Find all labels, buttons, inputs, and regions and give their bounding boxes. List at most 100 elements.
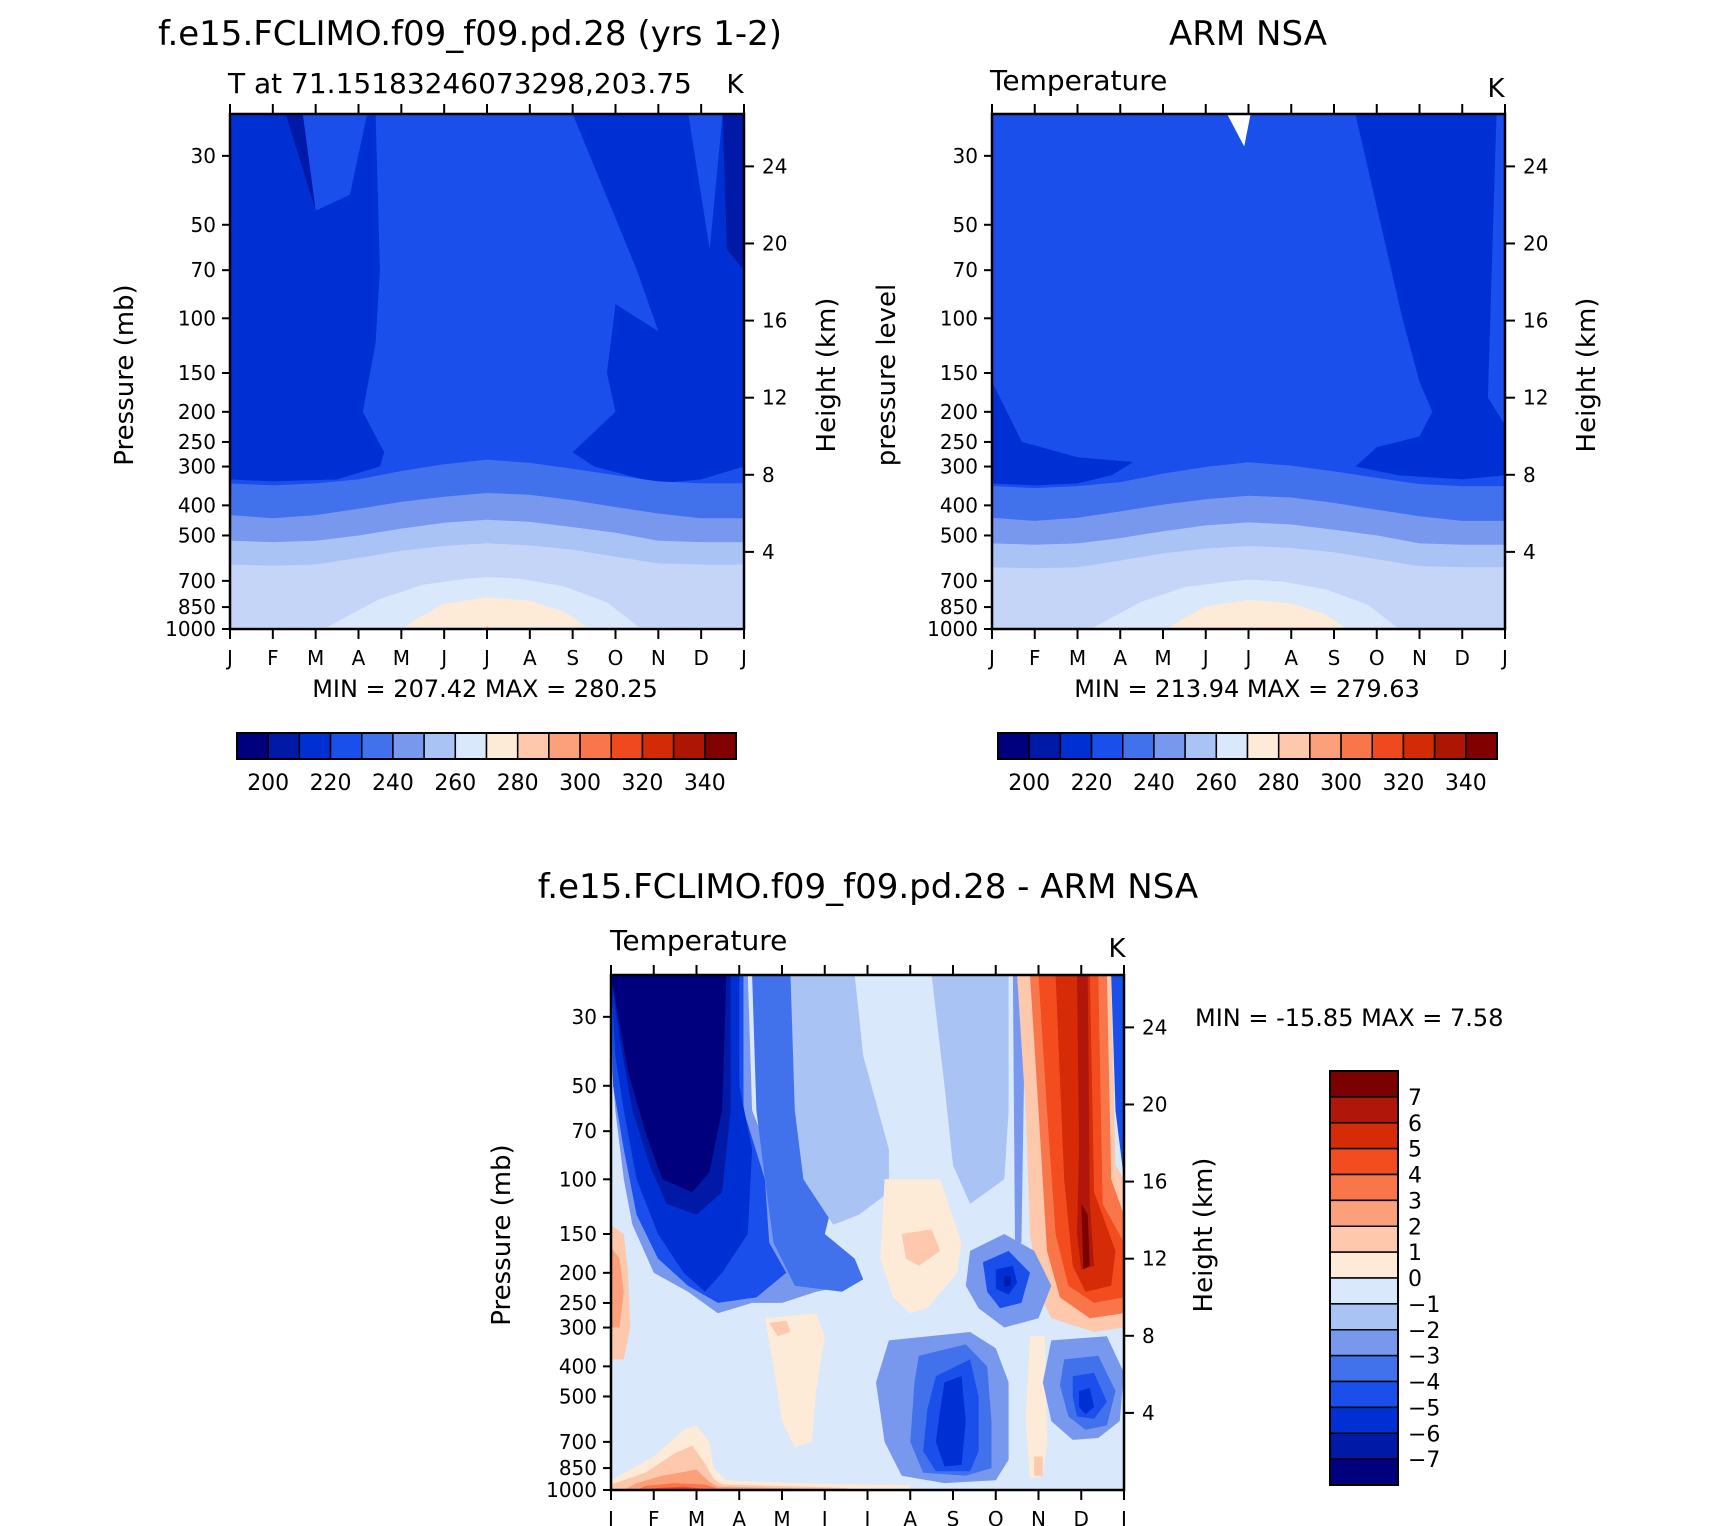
month-tick-label: J [606, 1507, 614, 1526]
diff-ylabel-right: Height (km) [1189, 1158, 1219, 1313]
colorbar-swatch [548, 732, 581, 760]
pressure-tick-label: 150 [940, 361, 978, 385]
height-tick-label: 8 [762, 463, 775, 487]
month-tick-label: J [439, 646, 447, 670]
height-tick-label: 24 [1142, 1015, 1167, 1039]
colorbar-swatch [1329, 1303, 1399, 1331]
colorbar-label: 340 [684, 771, 726, 796]
contour-fill-deep [1355, 114, 1505, 480]
colorbar-swatch [641, 732, 675, 760]
month-tick-label: O [988, 1507, 1004, 1526]
colorbar-swatch [1277, 732, 1311, 760]
pressure-tick-label: 150 [178, 361, 216, 385]
colorbar-swatch [1329, 1329, 1399, 1357]
month-tick-label: D [1074, 1507, 1089, 1526]
diff-title: f.e15.FCLIMO.f09_f09.pd.28 - ARM NSA [538, 867, 1198, 907]
colorbar-label: −1 [1408, 1293, 1440, 1318]
colorbar-swatch [1309, 732, 1342, 760]
pressure-tick-label: 70 [572, 1119, 597, 1143]
colorbar-swatch [329, 732, 363, 760]
colorbar-label: 260 [434, 771, 476, 796]
diff-fill-neg7 [611, 975, 727, 1193]
pressure-tick-label: 200 [178, 400, 216, 424]
height-tick-label: 4 [1523, 540, 1536, 564]
month-tick-label: N [651, 646, 666, 670]
month-tick-label: F [648, 1507, 660, 1526]
month-tick-label: O [608, 646, 624, 670]
colorbar-swatch [1215, 732, 1249, 760]
diff-fill-pos7 [1081, 1203, 1090, 1270]
obs-title: ARM NSA [1169, 14, 1327, 54]
month-tick-label: M [1069, 646, 1086, 670]
pressure-tick-label: 70 [191, 258, 216, 282]
month-tick-label: D [693, 646, 708, 670]
colorbar-label: 200 [247, 771, 289, 796]
model-subtitle: T at 71.15183246073298,203.75 [227, 67, 692, 100]
contour-band [992, 599, 1505, 629]
pressure-tick-label: 850 [940, 595, 978, 619]
month-tick-label: J [1500, 646, 1508, 670]
colorbar-swatch [485, 732, 519, 760]
colorbar-label: 220 [310, 771, 352, 796]
colorbar-swatch [1329, 1251, 1399, 1279]
pressure-tick-label: 30 [953, 144, 978, 168]
colorbar-swatch [579, 732, 612, 760]
colorbar-swatch [1329, 1199, 1399, 1227]
diff-fill-neg5 [1079, 1388, 1095, 1415]
height-tick-label: 16 [1523, 309, 1548, 333]
contour-fill-deep [572, 114, 744, 484]
month-tick-label: A [1113, 646, 1127, 670]
contour-fills [230, 114, 744, 629]
month-tick-label: A [352, 646, 366, 670]
panel-diff: f.e15.FCLIMO.f09_f09.pd.28 - ARM NSA Tem… [487, 867, 1503, 1526]
colorbar-swatch [516, 732, 550, 760]
colorbar-label: 280 [1258, 771, 1300, 796]
diff-fill-pos1 [769, 1320, 791, 1337]
colorbar-label: 240 [372, 771, 414, 796]
colorbar-swatch [298, 732, 332, 760]
month-tick-label: A [523, 646, 537, 670]
month-tick-label: A [732, 1507, 746, 1526]
contour-fill-deeper [230, 114, 316, 211]
colorbar-label: 280 [497, 771, 539, 796]
diff-units: K [1108, 934, 1126, 964]
colorbar-swatch [1059, 732, 1093, 760]
colorbar-label: 340 [1445, 771, 1487, 796]
pressure-tick-label: 700 [178, 569, 216, 593]
colorbar-label: −6 [1408, 1422, 1440, 1447]
height-tick-label: 24 [1523, 154, 1548, 178]
pressure-tick-label: 1000 [927, 617, 978, 641]
diff-fill-neg4 [1111, 975, 1124, 1180]
pressure-tick-label: 70 [953, 258, 978, 282]
panel-obs: ARM NSA Temperature K 30 50 70 100 150 200 250… [872, 14, 1602, 796]
height-tick-label: 20 [1523, 231, 1548, 255]
colorbar-swatch [672, 732, 706, 760]
pressure-tick-label: 500 [178, 523, 216, 547]
colorbar-label: 6 [1408, 1112, 1422, 1137]
pressure-tick-label: 250 [559, 1291, 597, 1315]
colorbar-swatch [1329, 1458, 1399, 1486]
pressure-tick-label: 200 [940, 400, 978, 424]
pressure-tick-label: 700 [940, 569, 978, 593]
diff-fill-neg1 [790, 975, 889, 1225]
panel-model: f.e15.FCLIMO.f09_f09.pd.28 (yrs 1-2) T a… [110, 14, 842, 796]
colorbar-swatch [610, 732, 644, 760]
height-tick-label: 8 [1523, 463, 1536, 487]
diff-fill-pos2 [611, 1246, 624, 1328]
month-tick-label: M [773, 1507, 790, 1526]
month-tick-label: M [1154, 646, 1171, 670]
pressure-tick-label: 250 [940, 430, 978, 454]
month-tick-label: S [1328, 646, 1341, 670]
pressure-tick-label: 30 [191, 144, 216, 168]
diff-fill-neg6 [1004, 1276, 1011, 1287]
obs-ylabel-right: Height (km) [1572, 298, 1602, 453]
colorbar-swatch [1329, 1380, 1399, 1409]
pressure-tick-label: 200 [559, 1261, 597, 1285]
month-tick-label: J [1119, 1507, 1127, 1526]
month-tick-label: D [1455, 646, 1470, 670]
pressure-tick-label: 850 [559, 1456, 597, 1480]
month-tick-label: J [482, 646, 490, 670]
month-tick-label: O [1369, 646, 1385, 670]
